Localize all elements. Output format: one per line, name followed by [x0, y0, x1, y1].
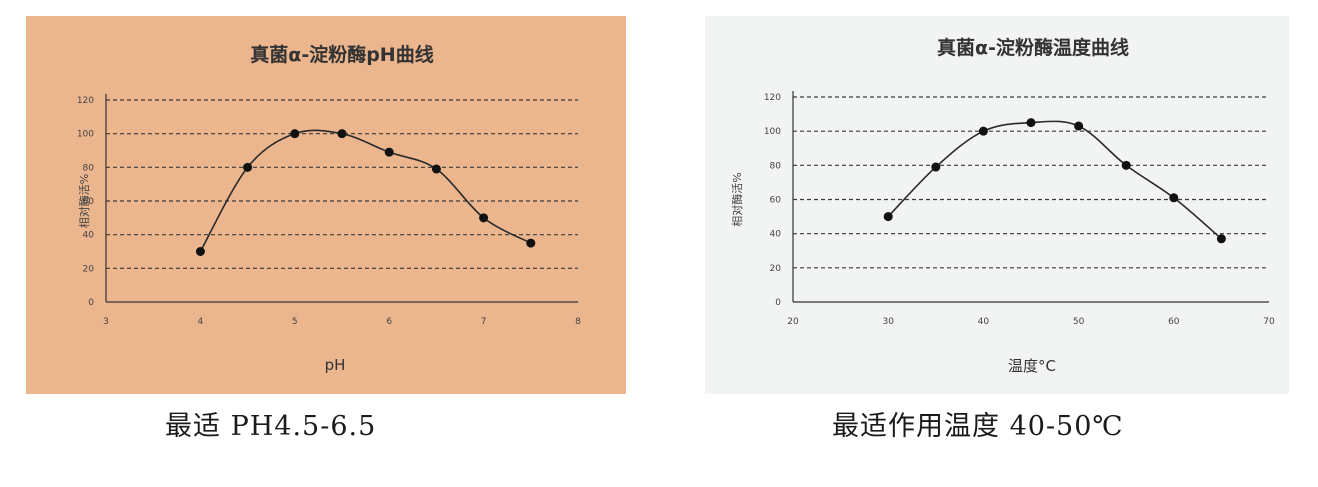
ph-chart-panel: 真菌α-淀粉酶pH曲线 0 20 40 60 80 100 120 3 4 5 6 7 8 pH 相对酶活% — [26, 16, 626, 394]
ph-x-tick-label: 3 — [103, 317, 109, 327]
temperature-chart-panel: 真菌α-淀粉酶温度曲线 0 20 40 60 80 100 120 20 30 40 50 60 70 温度… — [705, 16, 1289, 394]
temp-data-point — [883, 212, 893, 222]
temperature-chart: 真菌α-淀粉酶温度曲线 0 20 40 60 80 100 120 20 30 40 50 60 70 温度… — [705, 16, 1289, 394]
ph-y-tick-label: 60 — [83, 197, 95, 207]
temp-data-point — [1026, 118, 1036, 128]
temp-y-tick-label: 80 — [770, 161, 782, 171]
temp-y-tick-label: 20 — [770, 264, 782, 274]
temp-data-point — [1074, 121, 1084, 131]
ph-y-tick-label: 80 — [83, 163, 95, 173]
temp-data-point — [1121, 160, 1131, 170]
ph-x-axis-label: pH — [325, 356, 346, 374]
temp-data-point — [931, 162, 941, 172]
ph-y-tick-label: 0 — [88, 298, 94, 308]
temperature-caption: 最适作用温度 40-50℃ — [832, 411, 1124, 442]
ph-caption: 最适 PH4.5-6.5 — [165, 411, 377, 442]
ph-data-point — [479, 213, 489, 223]
ph-data-point — [290, 129, 300, 139]
ph-title: 真菌α-淀粉酶pH曲线 — [250, 43, 433, 66]
temp-title: 真菌α-淀粉酶温度曲线 — [937, 36, 1129, 59]
ph-y-tick-label: 40 — [83, 231, 95, 241]
temp-x-tick-label: 70 — [1263, 317, 1275, 327]
ph-chart: 真菌α-淀粉酶pH曲线 0 20 40 60 80 100 120 3 4 5 6 7 8 pH 相对酶活% — [26, 16, 626, 394]
ph-x-tick-label: 4 — [198, 317, 204, 327]
temp-y-tick-label: 60 — [770, 196, 782, 206]
temp-x-axis-label: 温度°C — [1008, 357, 1056, 375]
ph-data-point — [195, 247, 205, 256]
temp-y-tick-label: 0 — [775, 298, 781, 308]
ph-x-tick-label: 7 — [481, 317, 487, 327]
temp-x-tick-label: 20 — [787, 317, 799, 327]
temp-background — [705, 16, 1289, 394]
temp-y-axis-label: 相对酶活% — [730, 172, 744, 226]
temp-x-tick-label: 50 — [1073, 317, 1085, 327]
ph-x-tick-label: 5 — [292, 317, 298, 327]
ph-y-tick-label: 20 — [83, 264, 95, 274]
temp-x-tick-label: 40 — [978, 317, 990, 327]
temp-data-point — [1169, 193, 1179, 203]
ph-data-point — [431, 164, 441, 174]
temp-y-tick-label: 100 — [764, 127, 781, 137]
ph-y-tick-label: 120 — [77, 96, 94, 106]
ph-data-point — [243, 162, 253, 172]
temp-y-tick-label: 120 — [764, 93, 781, 103]
ph-data-point — [384, 147, 394, 157]
temp-data-point — [978, 126, 988, 136]
ph-y-tick-label: 100 — [77, 130, 94, 140]
temp-x-tick-label: 60 — [1168, 317, 1180, 327]
temp-y-tick-label: 40 — [770, 230, 782, 240]
temp-x-tick-label: 30 — [882, 317, 894, 327]
ph-x-tick-label: 6 — [386, 317, 392, 327]
ph-x-tick-label: 8 — [575, 317, 581, 327]
temp-data-point — [1216, 234, 1226, 244]
ph-data-point — [337, 129, 347, 139]
ph-background — [26, 16, 626, 394]
ph-data-point — [526, 238, 536, 248]
ph-y-axis-label: 相对酶活% — [77, 174, 91, 228]
